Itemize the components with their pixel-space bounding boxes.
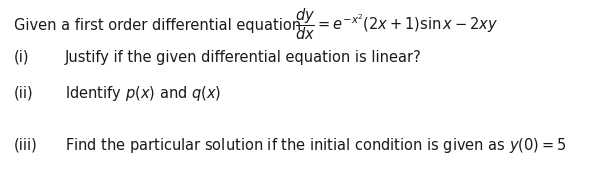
Text: Identify $p(x)$ and $q(x)$: Identify $p(x)$ and $q(x)$ (65, 84, 221, 103)
Text: (iii): (iii) (14, 138, 37, 153)
Text: (i): (i) (14, 50, 30, 65)
Text: $\dfrac{dy}{dx} = e^{-x^2}(2x+1)\sin x - 2xy$: $\dfrac{dy}{dx} = e^{-x^2}(2x+1)\sin x -… (295, 6, 498, 42)
Text: Justify if the given differential equation is linear?: Justify if the given differential equati… (65, 50, 422, 65)
Text: (ii): (ii) (14, 86, 34, 101)
Text: Given a first order differential equation: Given a first order differential equatio… (14, 18, 301, 33)
Text: Find the particular solution if the initial condition is given as $y(0)=5$: Find the particular solution if the init… (65, 136, 566, 155)
